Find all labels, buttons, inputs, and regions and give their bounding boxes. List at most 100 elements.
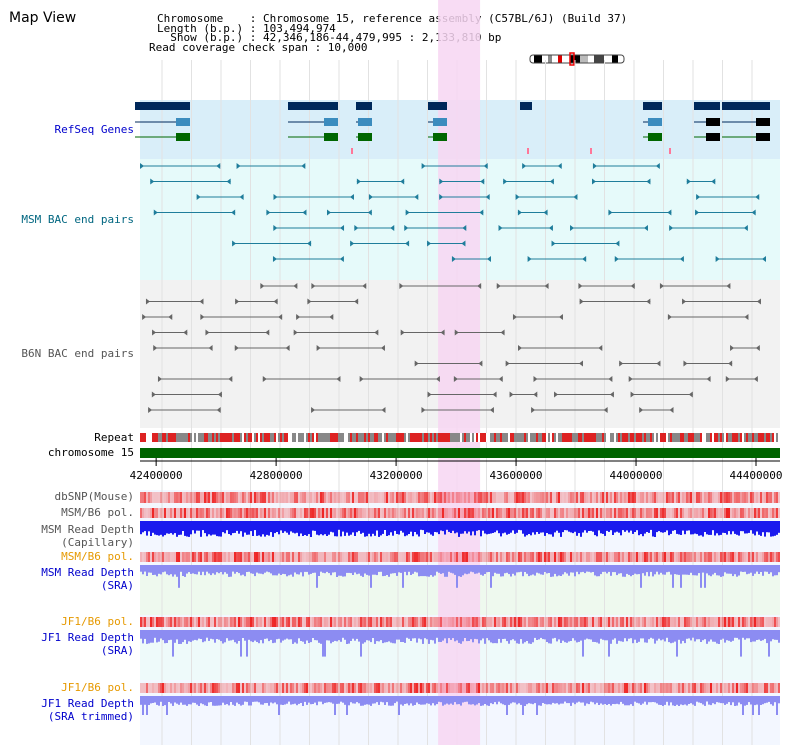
msm-capillary-depth-bar xyxy=(172,521,174,535)
msm-sra-pol-cell xyxy=(210,552,212,562)
jf1-trim-pol-cell xyxy=(768,683,770,693)
track-label-chromosome[interactable]: chromosome 15 xyxy=(47,446,134,459)
msm-capillary-depth-bar xyxy=(340,521,342,537)
jf1-trim-pol-cell xyxy=(150,683,152,693)
track-label-jf1-b6-pol[interactable]: JF1/B6 pol. xyxy=(61,615,134,628)
jf1-pol-cell xyxy=(350,617,352,627)
repeat-segment xyxy=(214,433,216,442)
track-label-msm-depth-capillary[interactable]: MSM Read Depth (Capillary) xyxy=(41,523,134,549)
refseq-exon xyxy=(648,118,662,126)
jf1-trim-depth-bar xyxy=(332,696,334,704)
msm-pol-cell xyxy=(428,508,430,518)
track-label-jf1-b6-pol-trimmed[interactable]: JF1/B6 pol. xyxy=(61,681,134,694)
jf1-trim-pol-cell xyxy=(590,683,592,693)
track-label-jf1-depth-trimmed[interactable]: JF1 Read Depth (SRA trimmed) xyxy=(41,697,134,723)
msm-sra-pol-cell xyxy=(702,552,704,562)
dbsnp-density-cell xyxy=(572,492,574,503)
ideogram-band xyxy=(548,55,552,63)
msm-capillary-depth-bar xyxy=(370,521,372,537)
msm-pol-cell xyxy=(688,508,690,518)
msm-pol-cell xyxy=(406,508,408,518)
track-label-msm-bac[interactable]: MSM BAC end pairs xyxy=(21,213,134,226)
dbsnp-density-cell xyxy=(154,492,156,503)
jf1-sra-depth-bar xyxy=(200,630,202,639)
b6n-bac-pair-end xyxy=(293,283,298,289)
msm-sra-pol-cell xyxy=(282,552,284,562)
jf1-trim-pol-cell xyxy=(490,683,492,693)
dbsnp-density-cell xyxy=(708,492,710,503)
jf1-pol-cell xyxy=(414,617,416,627)
msm-capillary-depth-bar xyxy=(602,521,604,534)
jf1-sra-depth-bar xyxy=(238,630,240,641)
repeat-segment xyxy=(688,433,690,442)
dbsnp-density-cell xyxy=(216,492,218,503)
b6n-bac-pair-end xyxy=(307,298,312,305)
msm-sra-pol-cell xyxy=(474,552,476,562)
jf1-trim-depth-bar xyxy=(692,696,694,705)
repeat-segment xyxy=(524,433,526,442)
track-label-b6n-bac[interactable]: B6N BAC end pairs xyxy=(21,347,134,360)
msm-sra-pol-cell xyxy=(272,552,274,562)
track-label-jf1-depth-sra[interactable]: JF1 Read Depth (SRA) xyxy=(41,631,134,657)
msm-pol-cell xyxy=(308,508,310,518)
dbsnp-density-cell xyxy=(328,492,330,503)
jf1-pol-cell xyxy=(424,617,426,627)
jf1-trim-depth-bar xyxy=(558,696,560,705)
jf1-sra-depth-bar xyxy=(588,630,590,640)
repeat-segment xyxy=(180,433,182,442)
jf1-sra-depth-bar xyxy=(636,630,638,643)
refseq-gene-block xyxy=(356,102,372,110)
jf1-pol-cell xyxy=(316,617,318,627)
jf1-sra-depth-bar xyxy=(602,630,604,640)
jf1-pol-cell xyxy=(190,617,192,627)
repeat-segment xyxy=(480,433,482,442)
track-label-msm-depth-sra[interactable]: MSM Read Depth (SRA) xyxy=(41,566,134,592)
msm-bac-pair-end xyxy=(239,194,244,200)
jf1-sra-depth-bar xyxy=(700,630,702,642)
jf1-pol-cell xyxy=(216,617,218,627)
msm-sra-pol-cell xyxy=(292,552,294,562)
msm-sra-pol-cell xyxy=(742,552,744,562)
jf1-trim-pol-cell xyxy=(188,683,190,693)
msm-sra-depth-bar xyxy=(572,565,574,573)
msm-capillary-depth-bar xyxy=(580,521,582,537)
msm-bac-pair-end xyxy=(150,178,155,185)
track-label-repeat[interactable]: Repeat xyxy=(94,431,134,444)
repeat-segment xyxy=(486,433,488,442)
msm-sra-pol-cell xyxy=(218,552,220,562)
msm-capillary-depth-bar xyxy=(150,521,152,536)
track-label-refseq-genes[interactable]: RefSeq Genes xyxy=(54,123,134,136)
track-label-dbsnp[interactable]: dbSNP(Mouse) xyxy=(54,490,134,503)
jf1-trim-pol-cell xyxy=(224,683,226,693)
chromosome-ideogram[interactable] xyxy=(528,52,638,66)
jf1-trim-depth-bar xyxy=(602,696,604,705)
dbsnp-density-cell xyxy=(454,492,456,503)
track-label-msm-b6-pol-sra[interactable]: MSM/B6 pol. xyxy=(61,550,134,563)
b6n-bac-pair-end xyxy=(656,360,661,367)
jf1-pol-cell xyxy=(398,617,400,627)
msm-capillary-depth-bar xyxy=(442,521,444,532)
jf1-trim-pol-cell xyxy=(434,683,436,693)
page-title: Map View xyxy=(9,10,77,26)
jf1-trim-pol-cell xyxy=(526,683,528,693)
jf1-trim-depth-bar xyxy=(256,696,258,702)
msm-capillary-depth-bar xyxy=(564,521,566,531)
jf1-pol-cell xyxy=(174,617,176,627)
msm-capillary-depth-bar xyxy=(732,521,734,532)
jf1-pol-cell xyxy=(344,617,346,627)
jf1-pol-cell xyxy=(280,617,282,627)
msm-sra-depth-bar xyxy=(492,565,494,577)
jf1-pol-cell xyxy=(758,617,760,627)
jf1-trim-depth-bar xyxy=(462,696,464,703)
refseq-exon xyxy=(648,133,662,141)
msm-pol-cell xyxy=(642,508,644,518)
jf1-sra-depth-bar xyxy=(750,630,752,643)
jf1-pol-cell xyxy=(444,617,446,627)
msm-capillary-depth-bar xyxy=(684,521,686,535)
msm-sra-pol-cell xyxy=(382,552,384,562)
jf1-pol-cell xyxy=(734,617,736,627)
jf1-sra-depth-bar xyxy=(338,630,340,641)
track-label-msm-b6-pol[interactable]: MSM/B6 pol. xyxy=(61,506,134,519)
msm-sra-pol-cell xyxy=(172,552,174,562)
